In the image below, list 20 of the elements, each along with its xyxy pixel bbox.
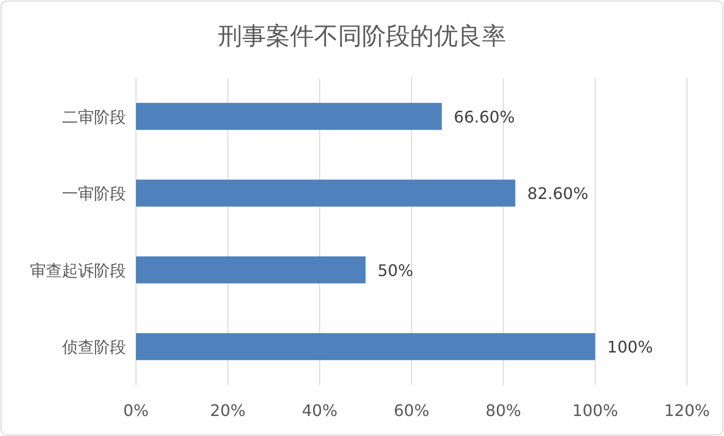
y-tick-label: 审查起诉阶段 [30, 260, 126, 280]
data-label: 100% [607, 338, 653, 357]
data-label: 82.60% [527, 184, 588, 204]
data-label: 66.60% [454, 107, 515, 126]
y-tick-label: 一审阶段 [62, 184, 126, 204]
bar [136, 333, 596, 360]
x-tick-label: 100% [572, 401, 618, 420]
x-tick-label: 120% [664, 401, 710, 420]
y-tick-label: 二审阶段 [62, 107, 126, 126]
chart-title: 刑事案件不同阶段的优良率 [218, 22, 506, 50]
data-label: 50% [378, 260, 414, 280]
x-tick-label: 20% [210, 401, 246, 420]
bar [136, 256, 366, 284]
bar [136, 180, 516, 207]
bar [136, 102, 442, 130]
x-tick-label: 60% [394, 401, 430, 420]
x-tick-label: 40% [302, 401, 338, 420]
x-tick-label: 0% [123, 401, 149, 420]
x-tick-label: 80% [486, 401, 522, 420]
y-tick-label: 侦查阶段 [61, 338, 126, 357]
